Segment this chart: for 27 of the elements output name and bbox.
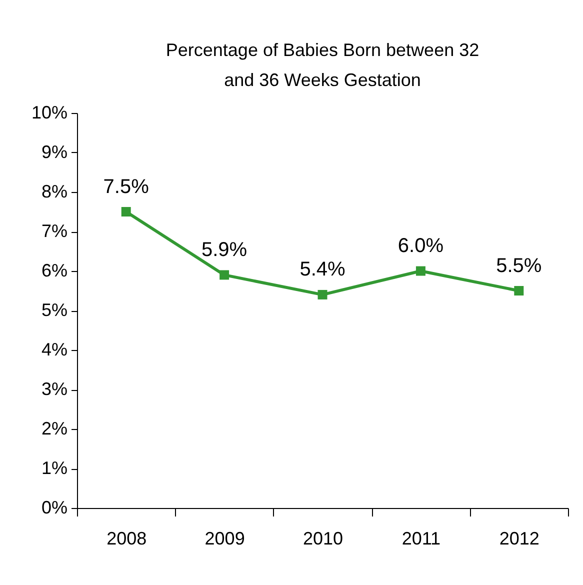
data-label: 7.5% xyxy=(103,176,150,198)
point xyxy=(514,286,524,296)
y-tick-label: 9% xyxy=(41,142,68,162)
y-tick-label: 1% xyxy=(41,458,68,478)
point xyxy=(121,207,131,216)
point xyxy=(318,290,328,300)
data-label: 5.4% xyxy=(300,258,346,281)
x-tick-label: 2009 xyxy=(204,528,245,548)
point xyxy=(416,266,426,276)
y-tick-label: 0% xyxy=(41,498,68,518)
y-tick-label: 3% xyxy=(41,379,68,399)
y-tick-label: 2% xyxy=(41,418,68,438)
x-tick-label: 2008 xyxy=(106,528,147,548)
y-tick-label: 6% xyxy=(41,260,68,280)
y-tick-label: 4% xyxy=(41,340,68,360)
point xyxy=(220,270,230,280)
x-tick-label: 2011 xyxy=(402,528,441,548)
y-tick-label: 5% xyxy=(41,300,68,320)
data-label: 5.9% xyxy=(202,238,248,261)
x-tick-label: 2010 xyxy=(302,528,344,548)
y-tick-label: 8% xyxy=(41,182,68,202)
y-tick-label: 7% xyxy=(41,221,68,241)
data-label: 5.5% xyxy=(496,254,542,277)
x-tick-label: 2012 xyxy=(499,528,540,548)
y-tick-label: 10% xyxy=(31,102,68,122)
data-label: 6.0% xyxy=(398,235,444,257)
chart-title: Percentage of Babies Born between 32 and 36 Weeks Gestation xyxy=(166,40,480,90)
